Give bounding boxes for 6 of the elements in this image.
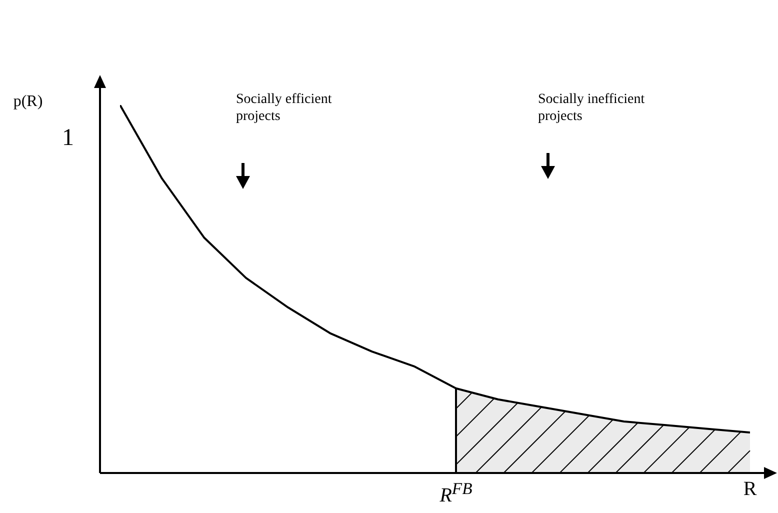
- x-tick-label: R$^{FB}$: [440, 478, 472, 509]
- text: 1: [62, 124, 75, 153]
- annotation: Socially efficient projects: [236, 92, 333, 126]
- x-tick-label: R: [743, 477, 757, 502]
- y-axis-title: p(R): [13, 93, 43, 110]
- annotation: Socially inefficient projects: [538, 92, 646, 126]
